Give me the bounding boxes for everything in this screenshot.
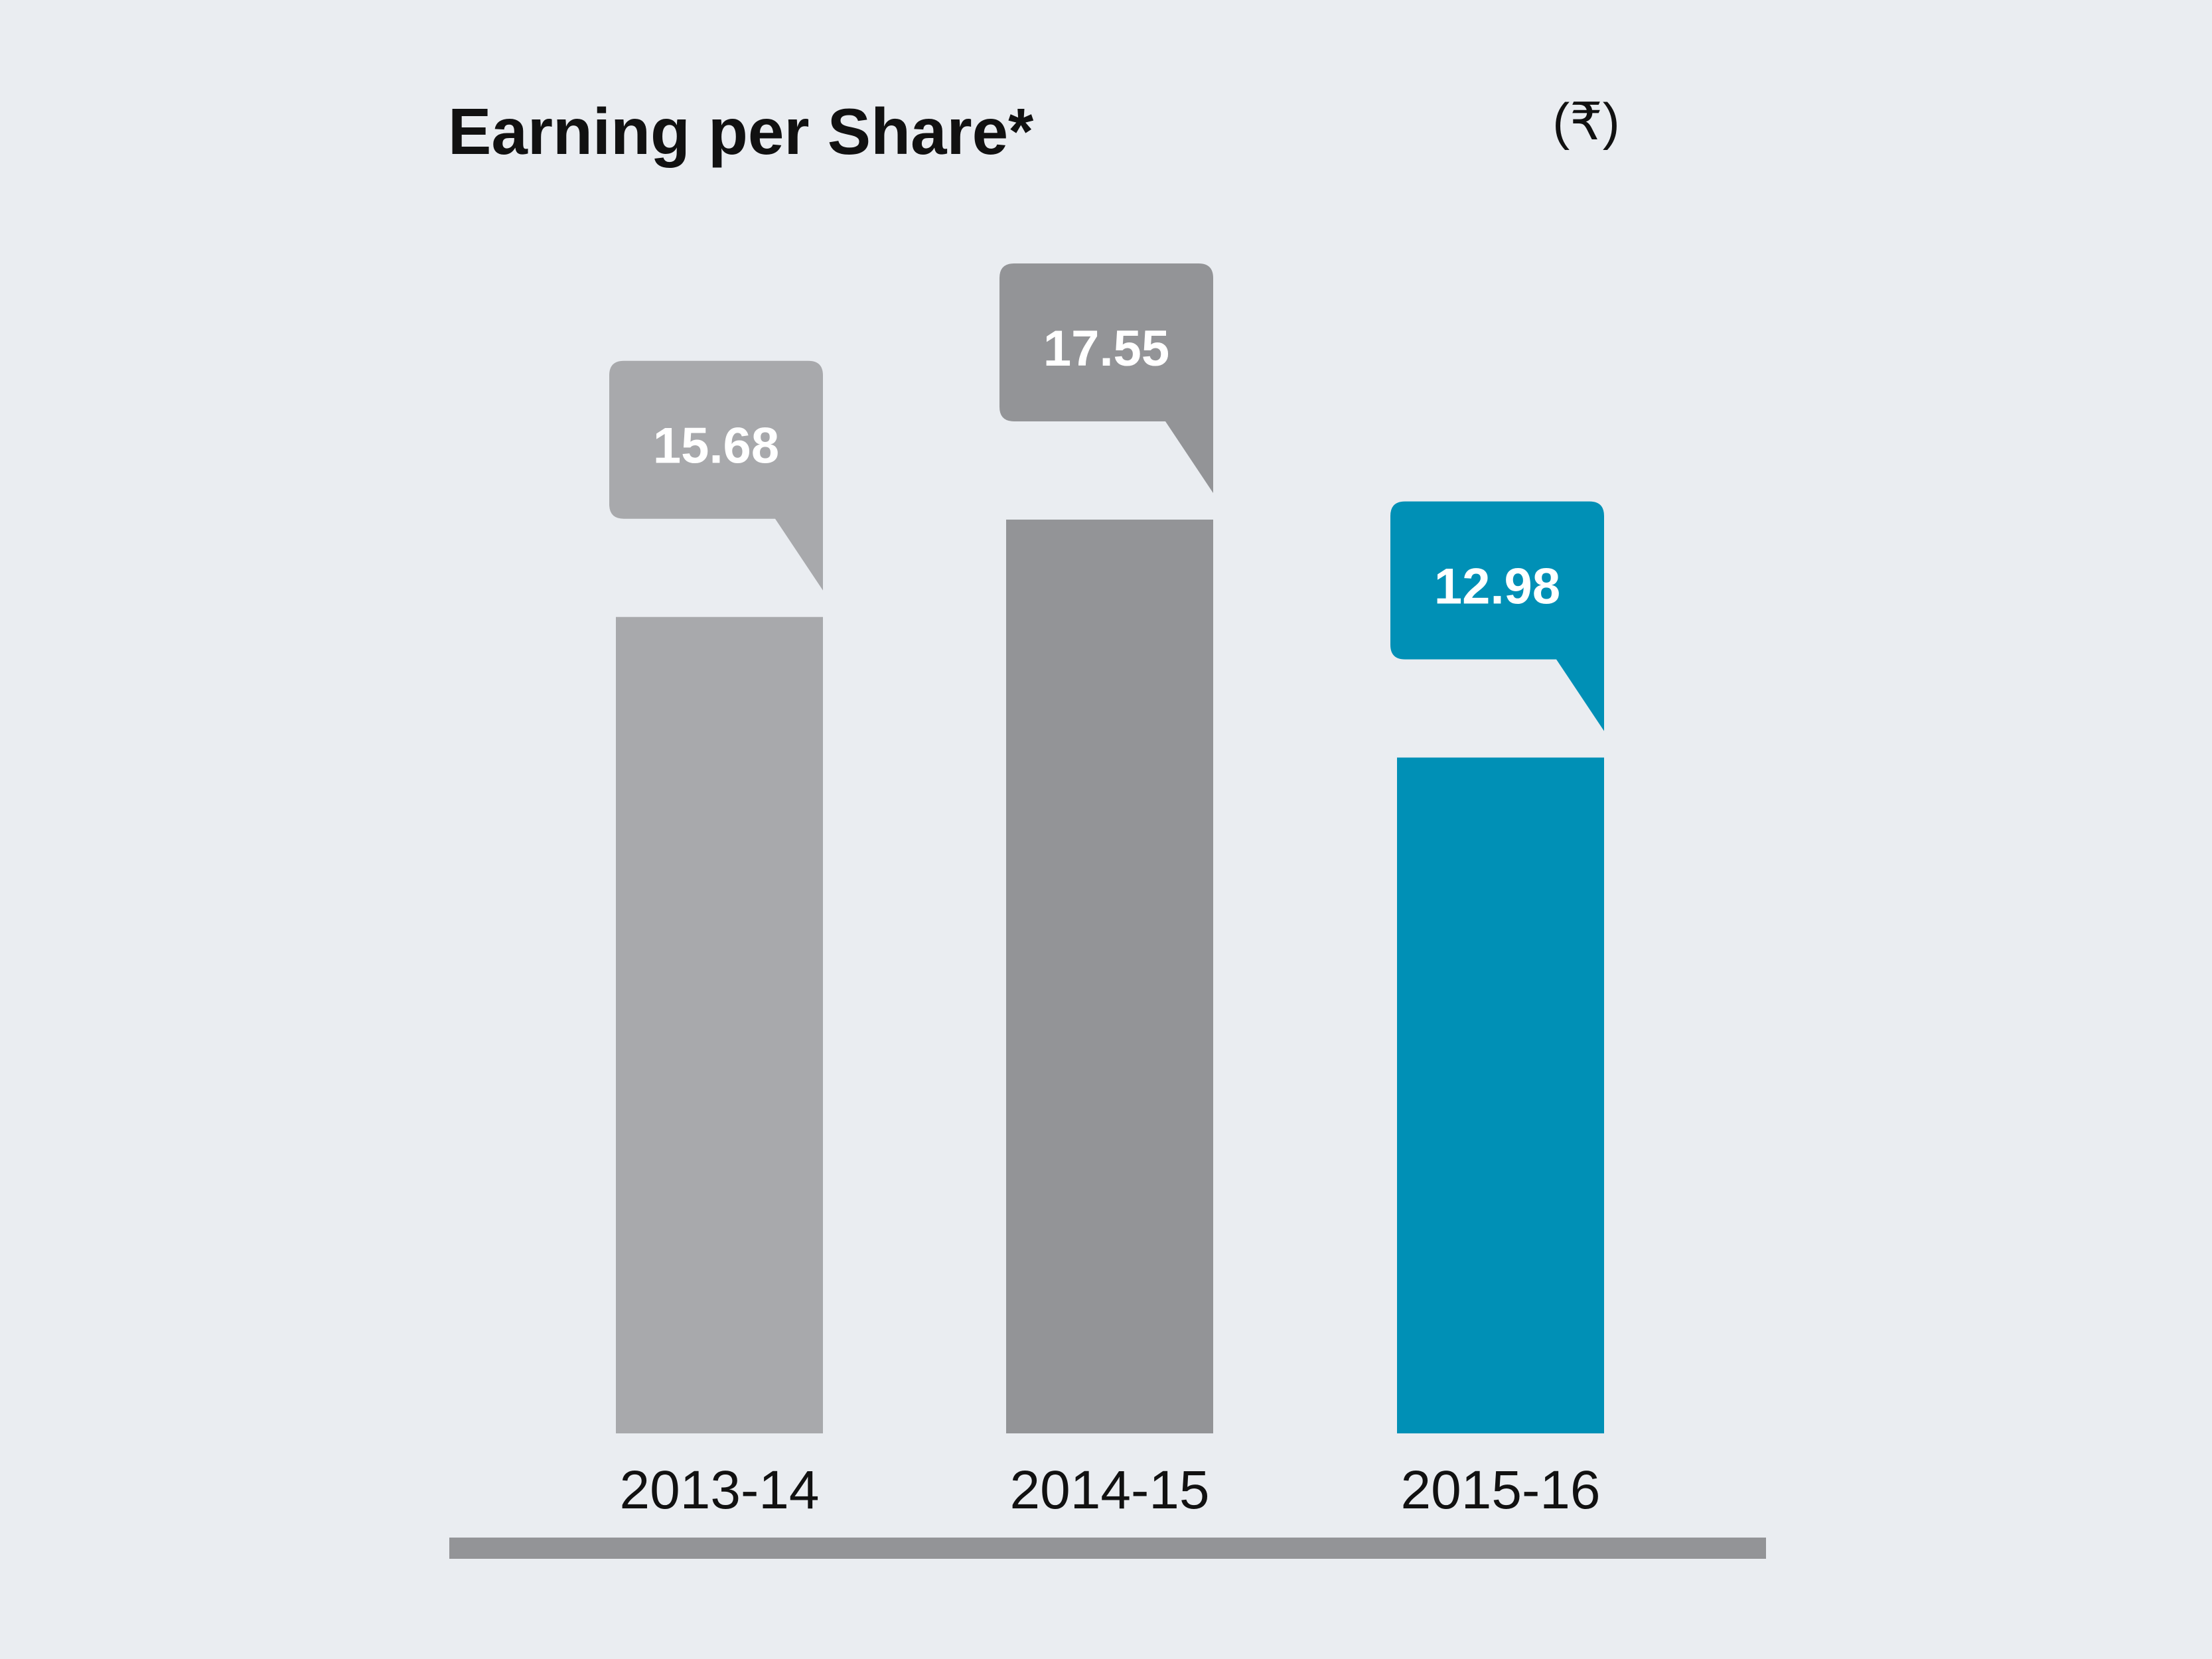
chart-title: Earning per Share* — [448, 95, 1034, 168]
category-label-2014-15: 2014-15 — [1010, 1460, 1210, 1520]
category-label-2015-16: 2015-16 — [1401, 1460, 1601, 1520]
bar-2013-14 — [616, 616, 823, 1433]
bar-2014-15 — [1006, 520, 1213, 1433]
bars-group: 15.68 2013-14 17.55 2014-15 12.98 2015-16 — [609, 263, 1604, 1520]
value-callout-2015-16 — [1390, 501, 1604, 731]
x-axis-baseline — [449, 1538, 1766, 1559]
value-label-2014-15: 17.55 — [1043, 321, 1169, 377]
value-callout-2014-15 — [999, 263, 1213, 493]
value-label-2015-16: 12.98 — [1434, 559, 1560, 615]
value-label-2013-14: 15.68 — [653, 418, 779, 474]
unit-label: (₹) — [1552, 92, 1620, 151]
category-label-2013-14: 2013-14 — [620, 1460, 820, 1520]
bar-2015-16 — [1397, 757, 1604, 1433]
value-callout-2013-14 — [609, 360, 823, 591]
